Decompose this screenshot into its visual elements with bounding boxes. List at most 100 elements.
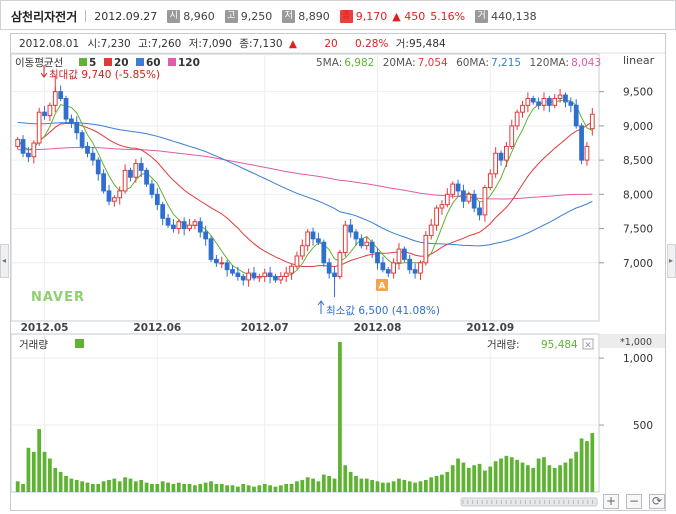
candle-body [434, 207, 439, 226]
candle-body [546, 98, 552, 106]
candle [224, 260, 230, 277]
candle [20, 135, 26, 158]
event-marker[interactable]: A [376, 279, 388, 292]
quote-date: 2012.09.27 [94, 9, 158, 23]
candle [117, 186, 123, 205]
candlesticks [15, 75, 595, 298]
volume-bar [101, 481, 106, 492]
volume-bar [423, 479, 428, 492]
zoom-in-button[interactable]: + [603, 494, 619, 509]
candle-body [563, 94, 568, 103]
scale-label[interactable]: linear [623, 54, 655, 67]
volume-bar [128, 478, 133, 492]
candle [160, 201, 166, 226]
legend-title: 이동평균선 [15, 57, 63, 69]
candle [69, 114, 74, 128]
date-x-axis: 2012.05 2012.06 2012.07 2012.08 2012.09 [21, 322, 515, 334]
candle-body [90, 152, 96, 161]
volume-bar [364, 478, 369, 492]
candle-body [117, 190, 123, 199]
candle-body [106, 190, 112, 202]
candle [74, 116, 80, 140]
scrollbar-grip[interactable] [462, 500, 594, 504]
candle-body [294, 255, 300, 267]
candle [187, 218, 192, 232]
candle-body [154, 193, 160, 206]
volume-legend-swatch [75, 339, 84, 348]
candle-body [230, 269, 235, 274]
candle-body [423, 234, 429, 264]
min-label: 최소값 6,500 (41.08%) [326, 305, 440, 317]
candle [171, 218, 176, 233]
candle-body [353, 231, 359, 240]
volume-bar [193, 485, 197, 492]
volume-bar [225, 485, 230, 492]
chart-scrollbar[interactable] [460, 497, 598, 507]
volume-bar [230, 485, 235, 492]
volume-tick-label: 1,000 [623, 353, 653, 365]
volume-bar [53, 467, 58, 492]
candle-body [262, 272, 268, 277]
candle [353, 229, 359, 246]
ma120-label: 120MA: [529, 57, 569, 69]
date-tick-label: 2012.08 [354, 322, 402, 334]
candle [461, 184, 466, 209]
zoom-out-button[interactable]: − [626, 494, 642, 509]
volume-bar [235, 486, 240, 492]
legend-label: 5 [89, 57, 96, 69]
candle [482, 184, 488, 222]
candle-body [342, 224, 348, 254]
volume-title: 거래량 [19, 339, 48, 351]
volume-bar [499, 458, 503, 492]
chart-container: 2012.08.01 시:7,230 고:7,260 저:7,090 종:7,1… [10, 33, 666, 511]
volume-bar [69, 478, 74, 492]
candle [342, 220, 348, 257]
candle [101, 169, 106, 194]
candle [536, 97, 541, 110]
scroll-right-handle[interactable]: ▸ [667, 244, 676, 278]
candle [498, 150, 504, 166]
volume-bar [268, 485, 272, 492]
candle-body [530, 98, 536, 103]
candle-body [509, 125, 515, 147]
volume-bar [354, 475, 358, 492]
scroll-left-handle[interactable]: ◂ [0, 244, 9, 278]
candle [380, 256, 386, 273]
volume-bar [590, 433, 595, 492]
volume-bar [171, 483, 176, 492]
candle-body [573, 104, 579, 127]
ma20-value: 7,054 [418, 57, 448, 69]
candle-body [514, 111, 520, 127]
candle-body [418, 262, 423, 274]
volume-bar [536, 458, 541, 492]
volume-bar [407, 481, 412, 492]
volume-close-button[interactable] [582, 338, 594, 350]
volume-bar [370, 479, 375, 492]
volume-bar [295, 481, 299, 492]
candle-body [337, 252, 343, 278]
ma60-value: 7,215 [491, 57, 521, 69]
volume-bar [219, 483, 224, 492]
candle-body [52, 91, 58, 106]
candle [149, 179, 155, 199]
volume-bar [80, 481, 85, 492]
candle-body [504, 145, 509, 161]
volume-bar [397, 478, 401, 492]
candle [337, 249, 343, 280]
stock-chart[interactable]: 2012.08.01 시:7,230 고:7,260 저:7,090 종:7,1… [10, 34, 665, 510]
candle [359, 234, 364, 249]
volume-bar [391, 481, 396, 492]
candle-body [316, 238, 321, 243]
candle-body [192, 221, 198, 226]
price-tick-label: 9,000 [623, 121, 653, 133]
info-change: 20 [324, 38, 337, 50]
candle-body [20, 139, 26, 154]
volume-right-label: 거래량: [487, 339, 520, 351]
candle-body [181, 221, 187, 230]
volume-bar [198, 483, 203, 492]
refresh-button[interactable]: ⟳ [649, 494, 665, 509]
ma5-label: 5MA: [316, 57, 342, 69]
candle [144, 167, 149, 187]
candle-body [289, 265, 294, 274]
candle-body [482, 187, 488, 216]
